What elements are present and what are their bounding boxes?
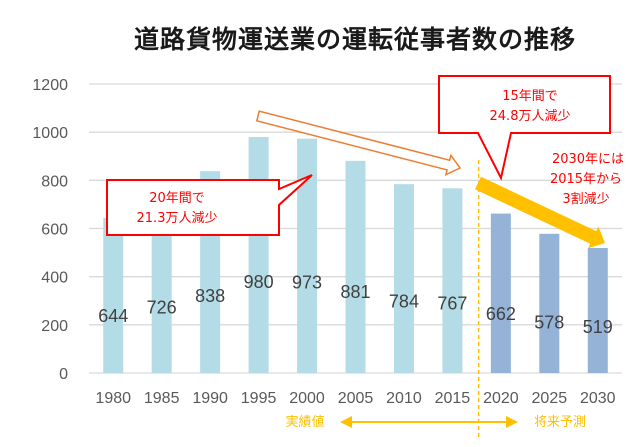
note-2030-line2: 2015年から [550, 172, 622, 187]
callout-20yr-line2: 21.3万人減少 [137, 210, 218, 226]
y-tick-label-800: 800 [41, 173, 68, 190]
x-tick-label-1980: 1980 [95, 390, 131, 407]
bar-2030 [587, 248, 608, 373]
bar-2020 [490, 213, 511, 373]
data-label-2030: 519 [583, 317, 613, 337]
chart-title: 道路貨物運送業の運転従事者数の推移 [133, 25, 576, 54]
bar-2010 [393, 184, 414, 373]
x-tick-label-1995: 1995 [241, 390, 277, 407]
y-tick-label-1200: 1200 [32, 77, 68, 94]
callout-20yr: 20年間で 21.3万人減少 [106, 174, 313, 236]
bars [103, 136, 608, 373]
bar-2000 [297, 138, 318, 373]
decline-trend-arrow-actual [255, 110, 462, 177]
x-tick-label-2015: 2015 [435, 390, 471, 407]
x-tick-label-2000: 2000 [289, 390, 325, 407]
data-labels: 644 726 838 980 973 881 784 767 662 578 519 [98, 272, 613, 337]
x-tick-label-2025: 2025 [532, 390, 568, 407]
x-tick-label-2020: 2020 [483, 390, 519, 407]
note-2030: 2030年には 2015年から 3割減少 [550, 152, 624, 207]
data-label-2000: 973 [292, 273, 322, 293]
x-tick-label-2005: 2005 [338, 390, 374, 407]
callout-15yr-line1: 15年間で [502, 89, 558, 104]
callout-15yr-line2: 24.8万人減少 [490, 108, 571, 124]
bar-1995 [248, 136, 269, 373]
data-label-1980: 644 [98, 306, 128, 326]
y-tick-label-600: 600 [41, 222, 68, 239]
data-label-2015: 767 [437, 293, 467, 313]
y-axis-ticks: 0 200 400 600 800 1000 1200 [32, 77, 68, 383]
data-label-2010: 784 [389, 292, 419, 312]
note-2030-line1: 2030年には [552, 152, 624, 167]
x-axis-ticks: 1980 1985 1990 1995 2000 2005 2010 2015 2020 2025… [95, 390, 615, 407]
period-legend: 実績値 将来予測 [285, 414, 586, 430]
y-tick-label-200: 200 [41, 318, 68, 335]
callout-20yr-box [106, 174, 313, 236]
data-label-1990: 838 [195, 286, 225, 306]
x-tick-label-2030: 2030 [580, 390, 616, 407]
data-label-2020: 662 [486, 304, 516, 324]
data-label-2025: 578 [534, 313, 564, 333]
legend-actual-label: 実績値 [285, 414, 324, 430]
callout-20yr-line1: 20年間で [149, 191, 205, 206]
y-tick-label-400: 400 [41, 270, 68, 287]
legend-arrowhead-left [340, 416, 352, 428]
bar-2005 [345, 160, 366, 373]
y-tick-label-0: 0 [59, 366, 68, 383]
bar-2025 [539, 233, 560, 373]
legend-arrowhead-right [506, 416, 518, 428]
bar-1980 [103, 217, 124, 373]
x-tick-label-2010: 2010 [386, 390, 422, 407]
legend-forecast-label: 将来予測 [534, 415, 586, 430]
bar-2015 [442, 188, 463, 373]
note-2030-line3: 3割減少 [562, 191, 609, 207]
x-tick-label-1985: 1985 [144, 390, 180, 407]
callout-15yr-box [438, 75, 611, 181]
data-label-1995: 980 [244, 272, 274, 292]
y-tick-label-1000: 1000 [32, 125, 68, 142]
data-label-2005: 881 [340, 282, 370, 302]
decline-trend-arrow-forecast [475, 176, 605, 249]
x-tick-label-1990: 1990 [192, 390, 228, 407]
bar-1985 [151, 198, 172, 373]
data-label-1985: 726 [147, 298, 177, 318]
callout-15yr: 15年間で 24.8万人減少 [438, 75, 611, 181]
